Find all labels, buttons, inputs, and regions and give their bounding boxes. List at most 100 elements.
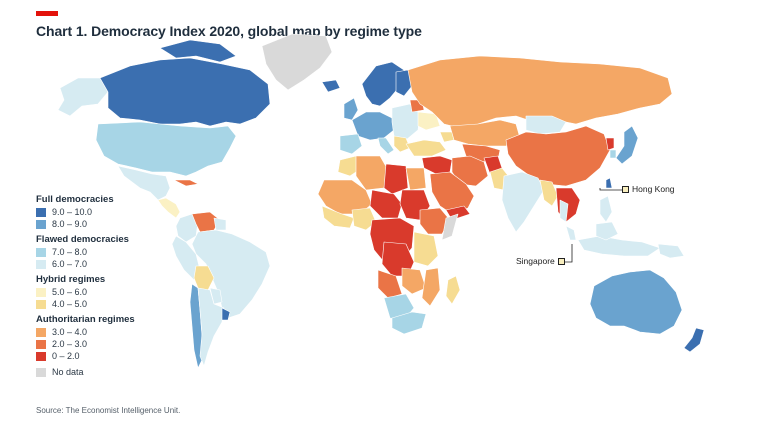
- region-somalia: [441, 213, 459, 241]
- region-russia: [407, 55, 673, 129]
- legend-item-label: 5.0 – 6.0: [52, 287, 88, 297]
- legend-swatch: [36, 367, 46, 377]
- legend-item: 6.0 – 7.0: [36, 258, 196, 270]
- region-balkans: [393, 135, 411, 153]
- region-zambia: [401, 267, 427, 295]
- region-alaska: [57, 77, 109, 117]
- region-brazil: [191, 229, 271, 319]
- legend-group-title: Flawed democracies: [36, 234, 129, 245]
- region-myanmar: [539, 179, 559, 207]
- legend: Full democracies 9.0 – 10.0 8.0 – 9.0 Flawe…: [36, 194, 196, 382]
- legend-item: 5.0 – 6.0: [36, 286, 196, 298]
- singapore-label: Singapore: [516, 256, 555, 266]
- legend-item: 2.0 – 3.0: [36, 338, 196, 350]
- legend-group: Hybrid regimes 5.0 – 6.0 4.0 – 5.0: [36, 274, 196, 310]
- legend-group: No data: [36, 366, 196, 378]
- region-argentina: [197, 287, 225, 367]
- region-mongolia: [525, 115, 567, 135]
- legend-group: Full democracies 9.0 – 10.0 8.0 – 9.0: [36, 194, 196, 230]
- region-philippines: [599, 195, 613, 223]
- region-australia: [589, 269, 683, 335]
- legend-swatch: [36, 259, 46, 269]
- region-china: [505, 125, 611, 187]
- legend-swatch: [36, 247, 46, 257]
- region-mozambique: [421, 267, 441, 307]
- legend-item-label: 8.0 – 9.0: [52, 219, 88, 229]
- region-levant: [421, 155, 453, 175]
- region-egypt: [405, 167, 427, 191]
- region-uk: [343, 97, 359, 121]
- region-ukraine: [417, 111, 441, 131]
- chart-title: Chart 1. Democracy Index 2020, global ma…: [36, 23, 422, 39]
- region-thailand: [559, 199, 569, 223]
- region-east-africa: [413, 231, 439, 267]
- legend-group-title: Full democracies: [36, 194, 114, 205]
- region-taiwan: [605, 177, 613, 189]
- region-libya: [383, 163, 409, 195]
- region-usa: [95, 121, 237, 177]
- legend-item: 8.0 – 9.0: [36, 218, 196, 230]
- legend-swatch: [36, 327, 46, 337]
- hong-kong-label: Hong Kong: [632, 184, 675, 194]
- region-central-america: [157, 197, 181, 219]
- region-iberia: [339, 133, 363, 155]
- legend-swatch: [36, 207, 46, 217]
- region-uruguay: [221, 307, 231, 321]
- legend-item: 9.0 – 10.0: [36, 206, 196, 218]
- region-mexico: [117, 165, 171, 201]
- region-sahel: [369, 189, 403, 219]
- legend-item: 0 – 2.0: [36, 350, 196, 362]
- accent-bar: [36, 11, 58, 16]
- region-italy: [377, 137, 395, 155]
- hong-kong-callout: Hong Kong: [622, 184, 675, 194]
- singapore-callout: Singapore: [516, 256, 565, 266]
- region-borneo: [595, 221, 619, 241]
- legend-swatch: [36, 339, 46, 349]
- legend-item-label: 0 – 2.0: [52, 351, 80, 361]
- singapore-marker: [557, 257, 565, 265]
- legend-group-title: Authoritarian regimes: [36, 314, 135, 325]
- legend-item: 7.0 – 8.0: [36, 246, 196, 258]
- region-arctic-islands: [159, 39, 237, 63]
- region-guianas: [213, 217, 227, 231]
- region-iceland: [321, 79, 341, 93]
- source-note: Source: The Economist Intelligence Unit.: [36, 406, 181, 415]
- region-cuba: [173, 179, 199, 187]
- region-south-korea: [609, 149, 617, 159]
- region-north-korea: [605, 137, 615, 151]
- region-finland: [395, 69, 413, 97]
- legend-swatch: [36, 219, 46, 229]
- region-scandinavia: [361, 61, 405, 107]
- singapore-leader: [564, 244, 573, 263]
- legend-item-label: 9.0 – 10.0: [52, 207, 93, 217]
- hong-kong-leader: [599, 188, 622, 191]
- legend-item-label: 3.0 – 4.0: [52, 327, 88, 337]
- hong-kong-marker: [622, 185, 629, 193]
- legend-swatch: [36, 299, 46, 309]
- region-algeria: [355, 155, 389, 191]
- legend-group-title: Hybrid regimes: [36, 274, 106, 285]
- legend-item-label: 7.0 – 8.0: [52, 247, 88, 257]
- legend-item-label: 2.0 – 3.0: [52, 339, 88, 349]
- region-ethiopia: [419, 207, 451, 235]
- legend-item-label: 4.0 – 5.0: [52, 299, 88, 309]
- legend-swatch: [36, 351, 46, 361]
- region-madagascar: [445, 275, 461, 305]
- legend-item: 3.0 – 4.0: [36, 326, 196, 338]
- region-west-coast: [321, 205, 355, 229]
- legend-item-label: No data: [52, 367, 84, 377]
- legend-item: 4.0 – 5.0: [36, 298, 196, 310]
- region-iran: [451, 155, 489, 187]
- region-turkey: [405, 139, 447, 157]
- region-new-zealand: [683, 327, 705, 353]
- region-indonesia: [577, 235, 661, 257]
- region-canada: [99, 57, 271, 127]
- region-papua: [657, 243, 685, 259]
- region-greenland: [261, 33, 333, 91]
- region-peru: [171, 235, 201, 281]
- region-india: [501, 171, 545, 233]
- legend-group: Authoritarian regimes 3.0 – 4.0 2.0 – 3.0 0…: [36, 314, 196, 362]
- legend-item-label: 6.0 – 7.0: [52, 259, 88, 269]
